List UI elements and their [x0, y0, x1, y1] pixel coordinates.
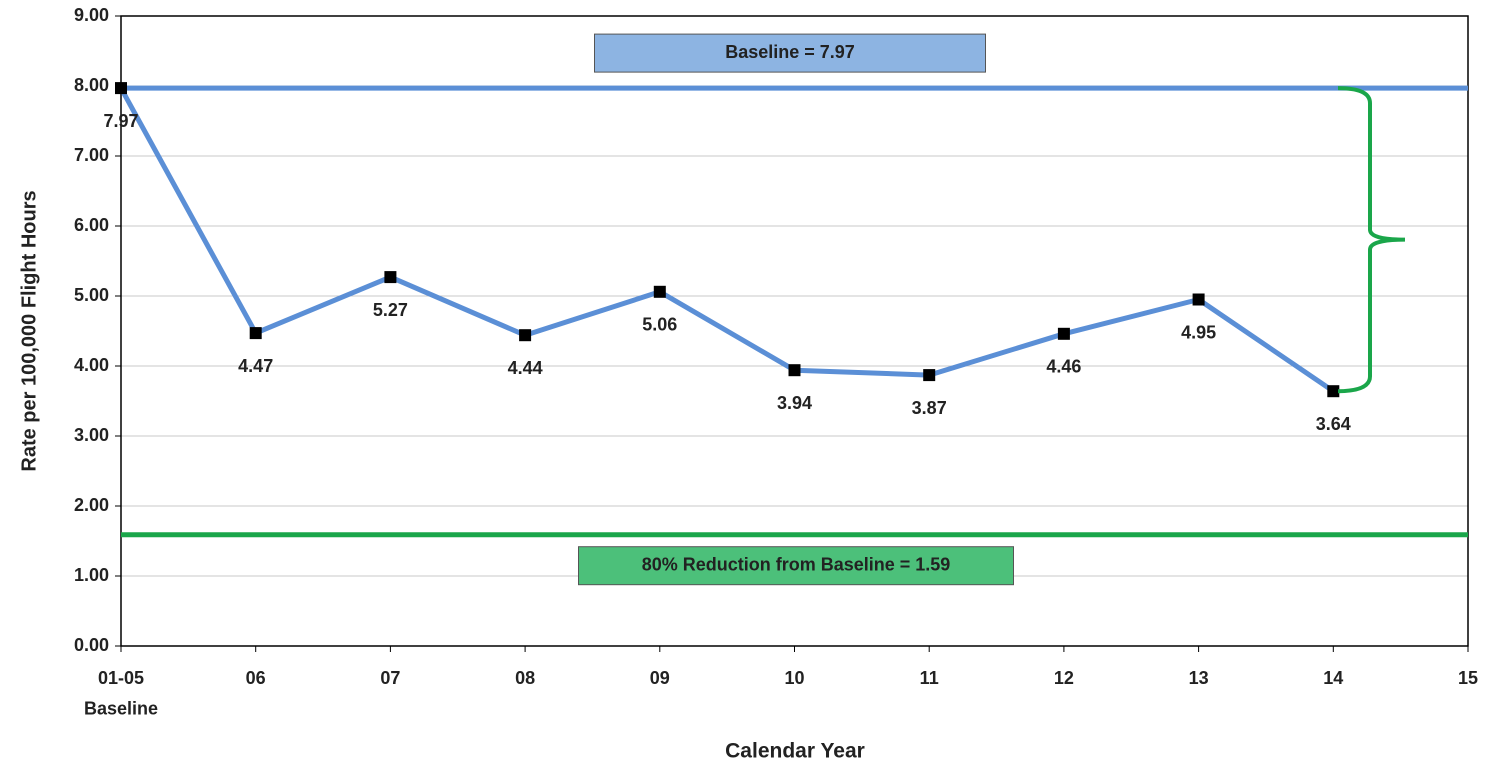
marker [384, 271, 397, 284]
reduction-brace [1337, 86, 1406, 394]
marker [1327, 385, 1340, 398]
data-label: 5.06 [642, 315, 677, 335]
x-tick-label: 13 [1189, 668, 1209, 688]
x-axis-label: Calendar Year [725, 740, 865, 763]
data-label: 3.87 [912, 398, 947, 418]
data-label: 7.97 [103, 111, 138, 131]
reference-label: 80% Reduction from Baseline = 1.59 [642, 554, 951, 574]
y-tick-label: 4.00 [74, 355, 109, 375]
data-label: 3.94 [777, 393, 812, 413]
marker [115, 82, 127, 95]
y-tick-label: 1.00 [74, 565, 109, 585]
marker [653, 285, 666, 298]
marker [1057, 327, 1070, 340]
marker [788, 364, 801, 377]
data-label: 4.44 [508, 358, 543, 378]
reference-label-box [594, 33, 986, 73]
x-tick-label: 07 [380, 668, 400, 688]
y-tick-label: 5.00 [74, 285, 109, 305]
reference-label: Baseline = 7.97 [725, 42, 855, 62]
series-line [118, 86, 1335, 394]
plot-frame [120, 15, 1469, 647]
x-tick-label: 06 [246, 668, 266, 688]
marker [249, 327, 262, 340]
x-tick-label: 09 [650, 668, 670, 688]
y-tick-label: 7.00 [74, 145, 109, 165]
data-label: 4.47 [238, 356, 273, 376]
y-tick-label: 2.00 [74, 495, 109, 515]
x-tick-label: 10 [784, 668, 804, 688]
x-tick-label: 08 [515, 668, 535, 688]
x-tick-label: 14 [1323, 668, 1343, 688]
y-axis-label: Rate per 100,000 Flight Hours [18, 190, 40, 471]
x-tick-label: 12 [1054, 668, 1074, 688]
data-label: 5.27 [373, 300, 408, 320]
marker [519, 329, 532, 342]
marker [923, 369, 936, 382]
y-tick-label: 6.00 [74, 215, 109, 235]
marker [1192, 293, 1205, 306]
y-tick-label: 0.00 [74, 635, 109, 655]
x-tick-label: 11 [920, 668, 939, 688]
y-tick-label: 3.00 [74, 425, 109, 445]
x-tick-label: 15 [1458, 668, 1478, 688]
data-label: 4.95 [1181, 322, 1216, 342]
y-tick-label: 9.00 [74, 5, 109, 25]
y-tick-label: 8.00 [74, 75, 109, 95]
data-label: 3.64 [1316, 414, 1351, 434]
x-tick-label: 01-05 Baseline [84, 668, 158, 719]
data-label: 4.46 [1046, 357, 1081, 377]
reference-label-box [578, 546, 1014, 586]
